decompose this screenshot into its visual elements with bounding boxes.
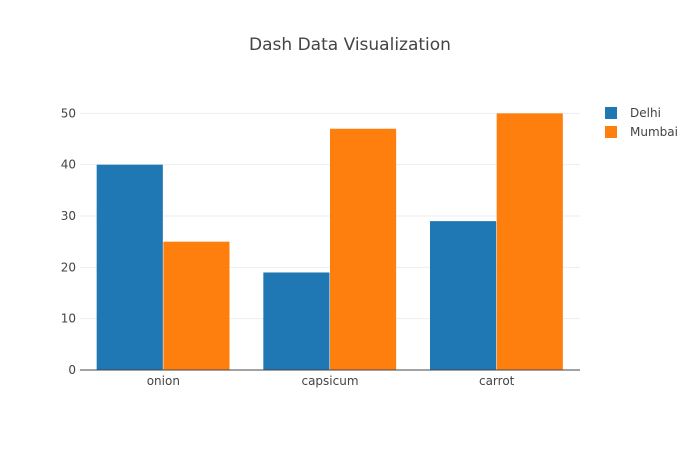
bar-delhi-onion[interactable] bbox=[96, 164, 163, 370]
bar-delhi-carrot[interactable] bbox=[430, 221, 497, 370]
bars bbox=[96, 113, 563, 370]
y-tick-label: 30 bbox=[61, 209, 76, 223]
legend-swatch bbox=[605, 107, 617, 119]
legend-item-delhi[interactable]: Delhi bbox=[605, 106, 661, 120]
chart-title: Dash Data Visualization bbox=[249, 35, 451, 55]
y-tick-label: 40 bbox=[61, 158, 76, 172]
legend-label: Mumbai bbox=[630, 125, 678, 139]
legend-label: Delhi bbox=[630, 106, 661, 120]
y-tick-label: 0 bbox=[68, 363, 76, 377]
bar-mumbai-capsicum[interactable] bbox=[330, 128, 397, 370]
y-tick-label: 50 bbox=[61, 106, 76, 120]
x-tick-label: capsicum bbox=[301, 374, 358, 388]
y-tick-label: 10 bbox=[61, 312, 76, 326]
x-axis: onion capsicum carrot bbox=[147, 374, 515, 388]
bar-mumbai-onion[interactable] bbox=[163, 241, 230, 370]
bar-mumbai-carrot[interactable] bbox=[496, 113, 563, 370]
x-tick-label: onion bbox=[147, 374, 180, 388]
legend[interactable]: Delhi Mumbai bbox=[605, 106, 678, 139]
y-axis: 0 10 20 30 40 50 bbox=[61, 106, 76, 377]
bar-delhi-capsicum[interactable] bbox=[263, 272, 330, 370]
x-tick-label: carrot bbox=[479, 374, 515, 388]
legend-swatch bbox=[605, 126, 617, 138]
y-tick-label: 20 bbox=[61, 260, 76, 274]
legend-item-mumbai[interactable]: Mumbai bbox=[605, 125, 678, 139]
